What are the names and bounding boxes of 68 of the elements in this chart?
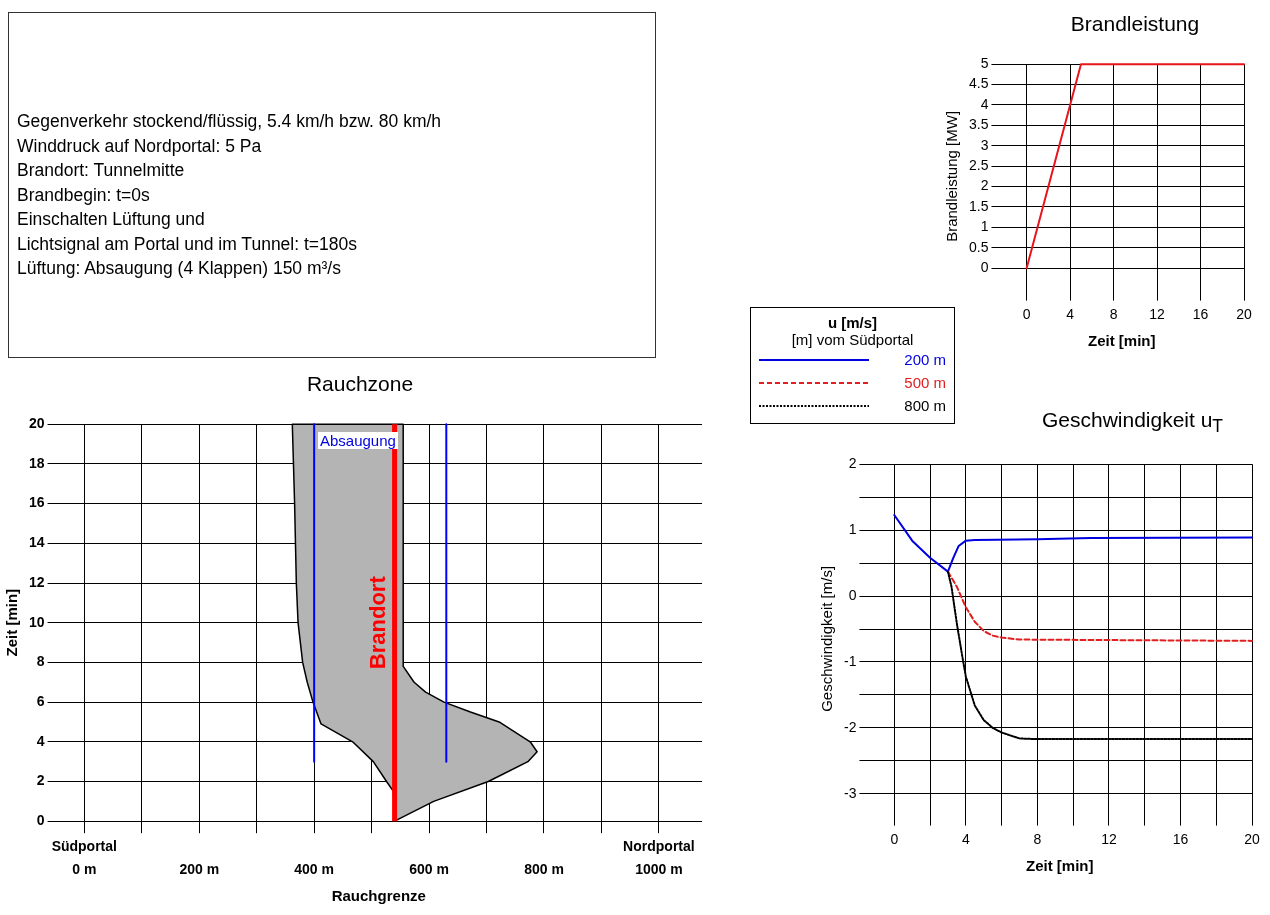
text: Einschalten Lüftung und <box>17 208 206 231</box>
chart-title: Brandleistung <box>1069 12 1201 36</box>
text: 500 m <box>904 374 946 391</box>
y-tick-label: 16 <box>28 494 45 511</box>
y-tick-label: 4.5 <box>968 75 989 92</box>
x-tick-label: 600 m <box>409 860 449 877</box>
text: Gegenverkehr stockend/flüssig, 5.4 km/h bzw. 80 km/h <box>17 110 443 133</box>
text: Winddruck auf Nordportal: 5 Pa <box>17 134 263 158</box>
text: Lüftung: Absaugung (4 Klappen) 150 m³/s <box>17 257 342 280</box>
y-tick-label: 4 <box>36 732 45 749</box>
text: Lichtsignal am Portal und im Tunnel: t=180s <box>17 232 358 256</box>
x-tick-label: Nordportal 1000 m <box>623 838 695 877</box>
text: 200 m <box>904 351 946 368</box>
chart-title: Rauchzone <box>305 372 415 396</box>
ref-line-label: Brandort <box>364 575 390 670</box>
x-tick-label: 12 <box>1149 305 1166 322</box>
x-tick-label: 4 <box>1066 305 1075 322</box>
x-tick-label: 0 <box>890 830 899 847</box>
legend-title: u [m/s] [m] vom Südportal <box>790 314 915 348</box>
x-tick-label: 8 <box>1033 830 1042 847</box>
x-tick-label: 400 m <box>294 860 334 877</box>
annotation: Absaugung <box>318 432 398 449</box>
y-axis-title: Brandleistung [MW] <box>943 110 961 242</box>
x-axis-title: Zeit [min] <box>1025 857 1094 875</box>
y-axis-title: Zeit [min] <box>3 588 21 657</box>
y-tick-label: 6 <box>36 692 45 709</box>
x-tick-label: 20 <box>1236 305 1252 322</box>
x-tick-label: Südportal 0 m <box>51 838 117 877</box>
y-tick-label: 0 <box>36 812 45 829</box>
y-tick-label: 0 <box>848 586 857 603</box>
x-tick-label: 8 <box>1109 305 1118 322</box>
y-tick-label: 20 <box>28 415 45 432</box>
x-axis-title: Rauchgrenze <box>331 887 426 905</box>
y-axis-title: Geschwindigkeit [m/s] <box>818 565 836 712</box>
x-tick-label: 16 <box>1192 305 1209 322</box>
y-tick-label: 4 <box>980 95 989 112</box>
x-tick-label: 800 m <box>524 860 564 877</box>
line-series <box>946 570 1253 642</box>
x-tick-label: 200 m <box>179 860 220 877</box>
y-tick-label: -2 <box>844 718 857 735</box>
y-tick-label: 3 <box>980 136 989 153</box>
y-tick-label: -3 <box>844 784 857 801</box>
y-tick-label: 18 <box>28 454 45 471</box>
y-tick-label: 8 <box>36 653 45 670</box>
y-tick-label: 1.5 <box>968 197 989 214</box>
y-tick-label: 2 <box>980 177 989 194</box>
y-tick-label: 1 <box>848 520 857 537</box>
text: 800 m <box>904 397 946 414</box>
y-tick-label: 0 <box>980 259 989 276</box>
x-tick-label: 16 <box>1172 830 1189 847</box>
y-tick-label: 0.5 <box>968 238 989 255</box>
x-tick-label: 20 <box>1244 830 1260 847</box>
y-tick-label: 14 <box>28 534 45 551</box>
y-tick-label: 2.5 <box>968 157 989 174</box>
y-tick-label: 3.5 <box>968 116 989 133</box>
y-tick-label: 12 <box>28 573 45 590</box>
y-tick-label: -1 <box>844 652 857 669</box>
x-axis-title: Zeit [min] <box>1087 332 1156 350</box>
chart-title: Geschwindigkeit u$_{T}$ <box>1040 408 1225 438</box>
text: Brandbegin: t=0s <box>17 183 151 207</box>
x-tick-label: 0 <box>1022 305 1031 322</box>
y-tick-label: 5 <box>980 55 989 72</box>
y-tick-label: 1 <box>980 218 989 235</box>
text: Brandort: Tunnelmitte <box>17 159 186 182</box>
y-tick-label: 10 <box>28 613 45 630</box>
y-tick-label: 2 <box>36 772 45 789</box>
y-tick-label: 2 <box>848 455 857 472</box>
x-tick-label: 12 <box>1101 830 1117 847</box>
